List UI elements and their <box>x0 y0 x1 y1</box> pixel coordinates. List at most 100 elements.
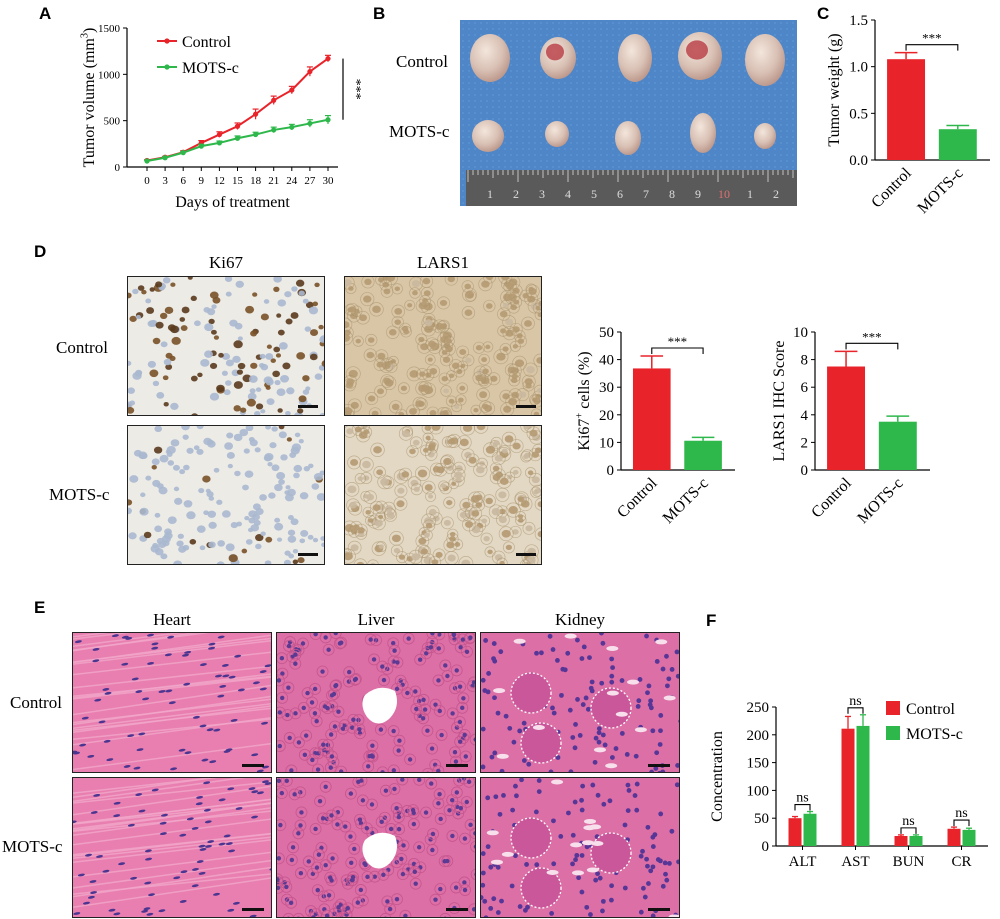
cell-nucleus <box>650 728 656 734</box>
hepatocyte <box>334 898 347 911</box>
cell-nucleus <box>349 501 357 509</box>
significance-bracket <box>651 347 704 355</box>
cell-nucleus <box>367 518 374 523</box>
cell-nucleus <box>154 512 161 518</box>
data-point <box>289 87 295 93</box>
hepatocyte <box>319 700 331 713</box>
cell-nucleus <box>579 853 585 858</box>
cell-nucleus <box>533 489 539 495</box>
cell-nucleus <box>303 465 311 472</box>
hepatocyte <box>429 893 442 906</box>
bar-ast-mots <box>856 725 870 846</box>
cell-nucleus <box>278 342 288 350</box>
cell-nucleus <box>454 725 460 730</box>
hepatocyte <box>334 637 346 650</box>
data-point <box>271 97 277 103</box>
cell-nucleus <box>298 823 303 828</box>
cell-outline <box>428 426 444 435</box>
cell-nucleus <box>417 469 428 478</box>
cell-nucleus <box>276 313 282 318</box>
cell-outline <box>468 491 483 507</box>
hepatocyte <box>349 673 362 685</box>
cell-outline <box>436 407 451 415</box>
cell-nucleus <box>98 720 106 724</box>
cell-nucleus <box>384 379 394 387</box>
cell-nucleus <box>191 826 199 830</box>
hepatocyte <box>309 823 322 835</box>
cell-nucleus <box>198 488 205 494</box>
y-tick-label: 6 <box>801 380 809 396</box>
cell-nucleus <box>182 653 189 657</box>
cell-nucleus <box>255 507 264 516</box>
cell-nucleus <box>392 786 397 792</box>
cell-nucleus <box>323 862 328 868</box>
cell-nucleus <box>234 322 243 330</box>
hepatocyte <box>306 754 319 766</box>
cell-nucleus <box>225 359 234 367</box>
cell-nucleus <box>462 426 473 432</box>
cell-nucleus <box>637 677 643 682</box>
cell-nucleus <box>285 712 290 718</box>
cell-nucleus <box>368 637 373 642</box>
cell-outline <box>420 286 434 300</box>
hepatocyte <box>446 830 459 842</box>
hepatocyte <box>458 832 471 845</box>
cell-nucleus <box>457 719 463 725</box>
cell-nucleus <box>485 795 491 801</box>
cell-outline <box>456 345 470 359</box>
hepatocyte <box>306 696 318 709</box>
x-tick-label: MOTS-c <box>914 165 966 217</box>
cell-nucleus <box>634 807 640 813</box>
ruler-number: 2 <box>773 187 779 201</box>
cell-nucleus <box>459 348 467 355</box>
cell-nucleus <box>491 641 497 646</box>
cell-nucleus <box>314 282 320 288</box>
cell-nucleus <box>396 814 402 820</box>
muscle-fiber <box>73 676 271 700</box>
cell-outline <box>472 341 486 354</box>
cell-nucleus <box>524 320 532 327</box>
cell-nucleus <box>511 373 518 380</box>
cell-nucleus <box>305 690 310 696</box>
cell-nucleus <box>483 535 490 542</box>
cell-nucleus <box>308 306 319 315</box>
hepatocyte <box>390 802 403 815</box>
cell-nucleus <box>595 871 600 877</box>
cell-outline <box>389 400 403 414</box>
cell-nucleus <box>431 426 441 431</box>
cell-nucleus <box>498 516 507 524</box>
glomerulus <box>510 672 552 714</box>
cell-outline <box>521 374 536 389</box>
cell-nucleus <box>450 797 455 803</box>
cell-outline <box>345 481 360 497</box>
cell-nucleus <box>646 683 652 689</box>
cell-nucleus <box>201 758 209 762</box>
panel-label-d: D <box>34 242 47 261</box>
cell-nucleus <box>534 862 540 868</box>
cell-nucleus <box>209 392 220 401</box>
cell-nucleus <box>339 640 344 645</box>
cell-nucleus <box>165 364 173 370</box>
cell-outline <box>528 448 541 462</box>
hepatocyte <box>325 728 338 741</box>
cell-nucleus <box>609 656 615 662</box>
cell-nucleus <box>243 448 250 454</box>
glomerulus <box>590 687 632 729</box>
cell-nucleus <box>158 909 166 913</box>
cell-outline <box>509 322 523 336</box>
y-tick-label: 1.0 <box>849 60 868 76</box>
cell-nucleus <box>302 752 308 758</box>
muscle-fiber <box>73 705 271 733</box>
legend-entry: Control <box>182 34 231 51</box>
cell-nucleus <box>436 678 441 683</box>
cell-nucleus <box>454 668 459 673</box>
cell-outline <box>404 299 416 311</box>
cell-outline <box>490 436 503 449</box>
cell-outline <box>521 316 535 331</box>
hepatocyte <box>470 868 475 881</box>
cell-nucleus <box>520 500 530 508</box>
cell-nucleus <box>251 815 258 819</box>
cell-nucleus <box>312 537 319 543</box>
cell-outline <box>418 527 430 538</box>
cell-nucleus <box>443 663 448 668</box>
